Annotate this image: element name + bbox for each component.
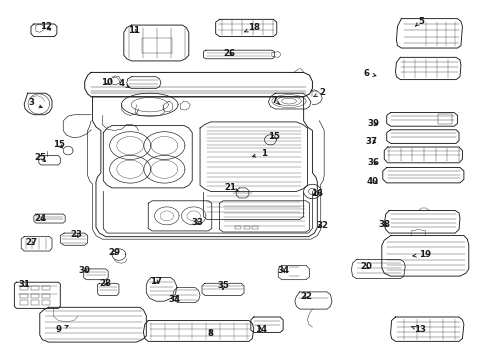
Bar <box>244 226 250 229</box>
Text: 38: 38 <box>378 220 390 229</box>
Text: 23: 23 <box>71 230 82 239</box>
Bar <box>235 226 241 229</box>
Text: 26: 26 <box>223 49 235 58</box>
Text: 21: 21 <box>224 183 239 192</box>
Text: 33: 33 <box>191 218 203 227</box>
Text: 7: 7 <box>271 96 280 105</box>
Text: 18: 18 <box>245 23 260 32</box>
Text: 13: 13 <box>411 325 426 334</box>
Text: 25: 25 <box>35 153 47 162</box>
Text: 28: 28 <box>100 279 112 288</box>
Text: 15: 15 <box>53 140 65 149</box>
Text: 6: 6 <box>363 69 376 78</box>
Text: 15: 15 <box>269 132 280 141</box>
Text: 36: 36 <box>367 158 379 167</box>
Text: 5: 5 <box>415 17 424 26</box>
Text: 3: 3 <box>28 98 42 108</box>
Bar <box>20 286 28 291</box>
Text: 9: 9 <box>55 325 68 334</box>
Bar <box>252 226 258 229</box>
Text: 14: 14 <box>255 325 267 334</box>
Text: 24: 24 <box>35 214 47 223</box>
Bar <box>31 286 39 291</box>
Bar <box>31 294 39 298</box>
Text: 35: 35 <box>217 281 229 290</box>
Text: 34: 34 <box>168 294 180 303</box>
Text: 17: 17 <box>150 276 162 285</box>
Bar <box>31 301 39 305</box>
Text: 39: 39 <box>367 119 379 128</box>
Text: 40: 40 <box>367 177 379 186</box>
Text: 10: 10 <box>101 78 113 87</box>
Text: 30: 30 <box>79 266 91 275</box>
Text: 32: 32 <box>316 221 328 230</box>
Text: 22: 22 <box>300 292 312 301</box>
Text: 37: 37 <box>365 137 377 146</box>
Text: 2: 2 <box>314 87 325 96</box>
Bar <box>143 39 172 53</box>
Text: 29: 29 <box>108 248 120 257</box>
Bar <box>20 294 28 298</box>
Bar <box>20 301 28 305</box>
Text: 20: 20 <box>360 262 372 271</box>
Bar <box>42 294 49 298</box>
Text: 16: 16 <box>311 189 323 198</box>
Text: 31: 31 <box>18 280 30 289</box>
Text: 1: 1 <box>252 149 267 158</box>
Text: 8: 8 <box>208 329 214 338</box>
Text: 34: 34 <box>277 266 289 275</box>
Text: 11: 11 <box>127 26 140 35</box>
Bar <box>42 301 49 305</box>
Text: 19: 19 <box>413 250 431 259</box>
Text: 27: 27 <box>25 238 37 247</box>
Bar <box>42 286 49 291</box>
Text: 4: 4 <box>119 80 129 89</box>
Bar <box>438 114 452 125</box>
Text: 12: 12 <box>40 22 51 31</box>
